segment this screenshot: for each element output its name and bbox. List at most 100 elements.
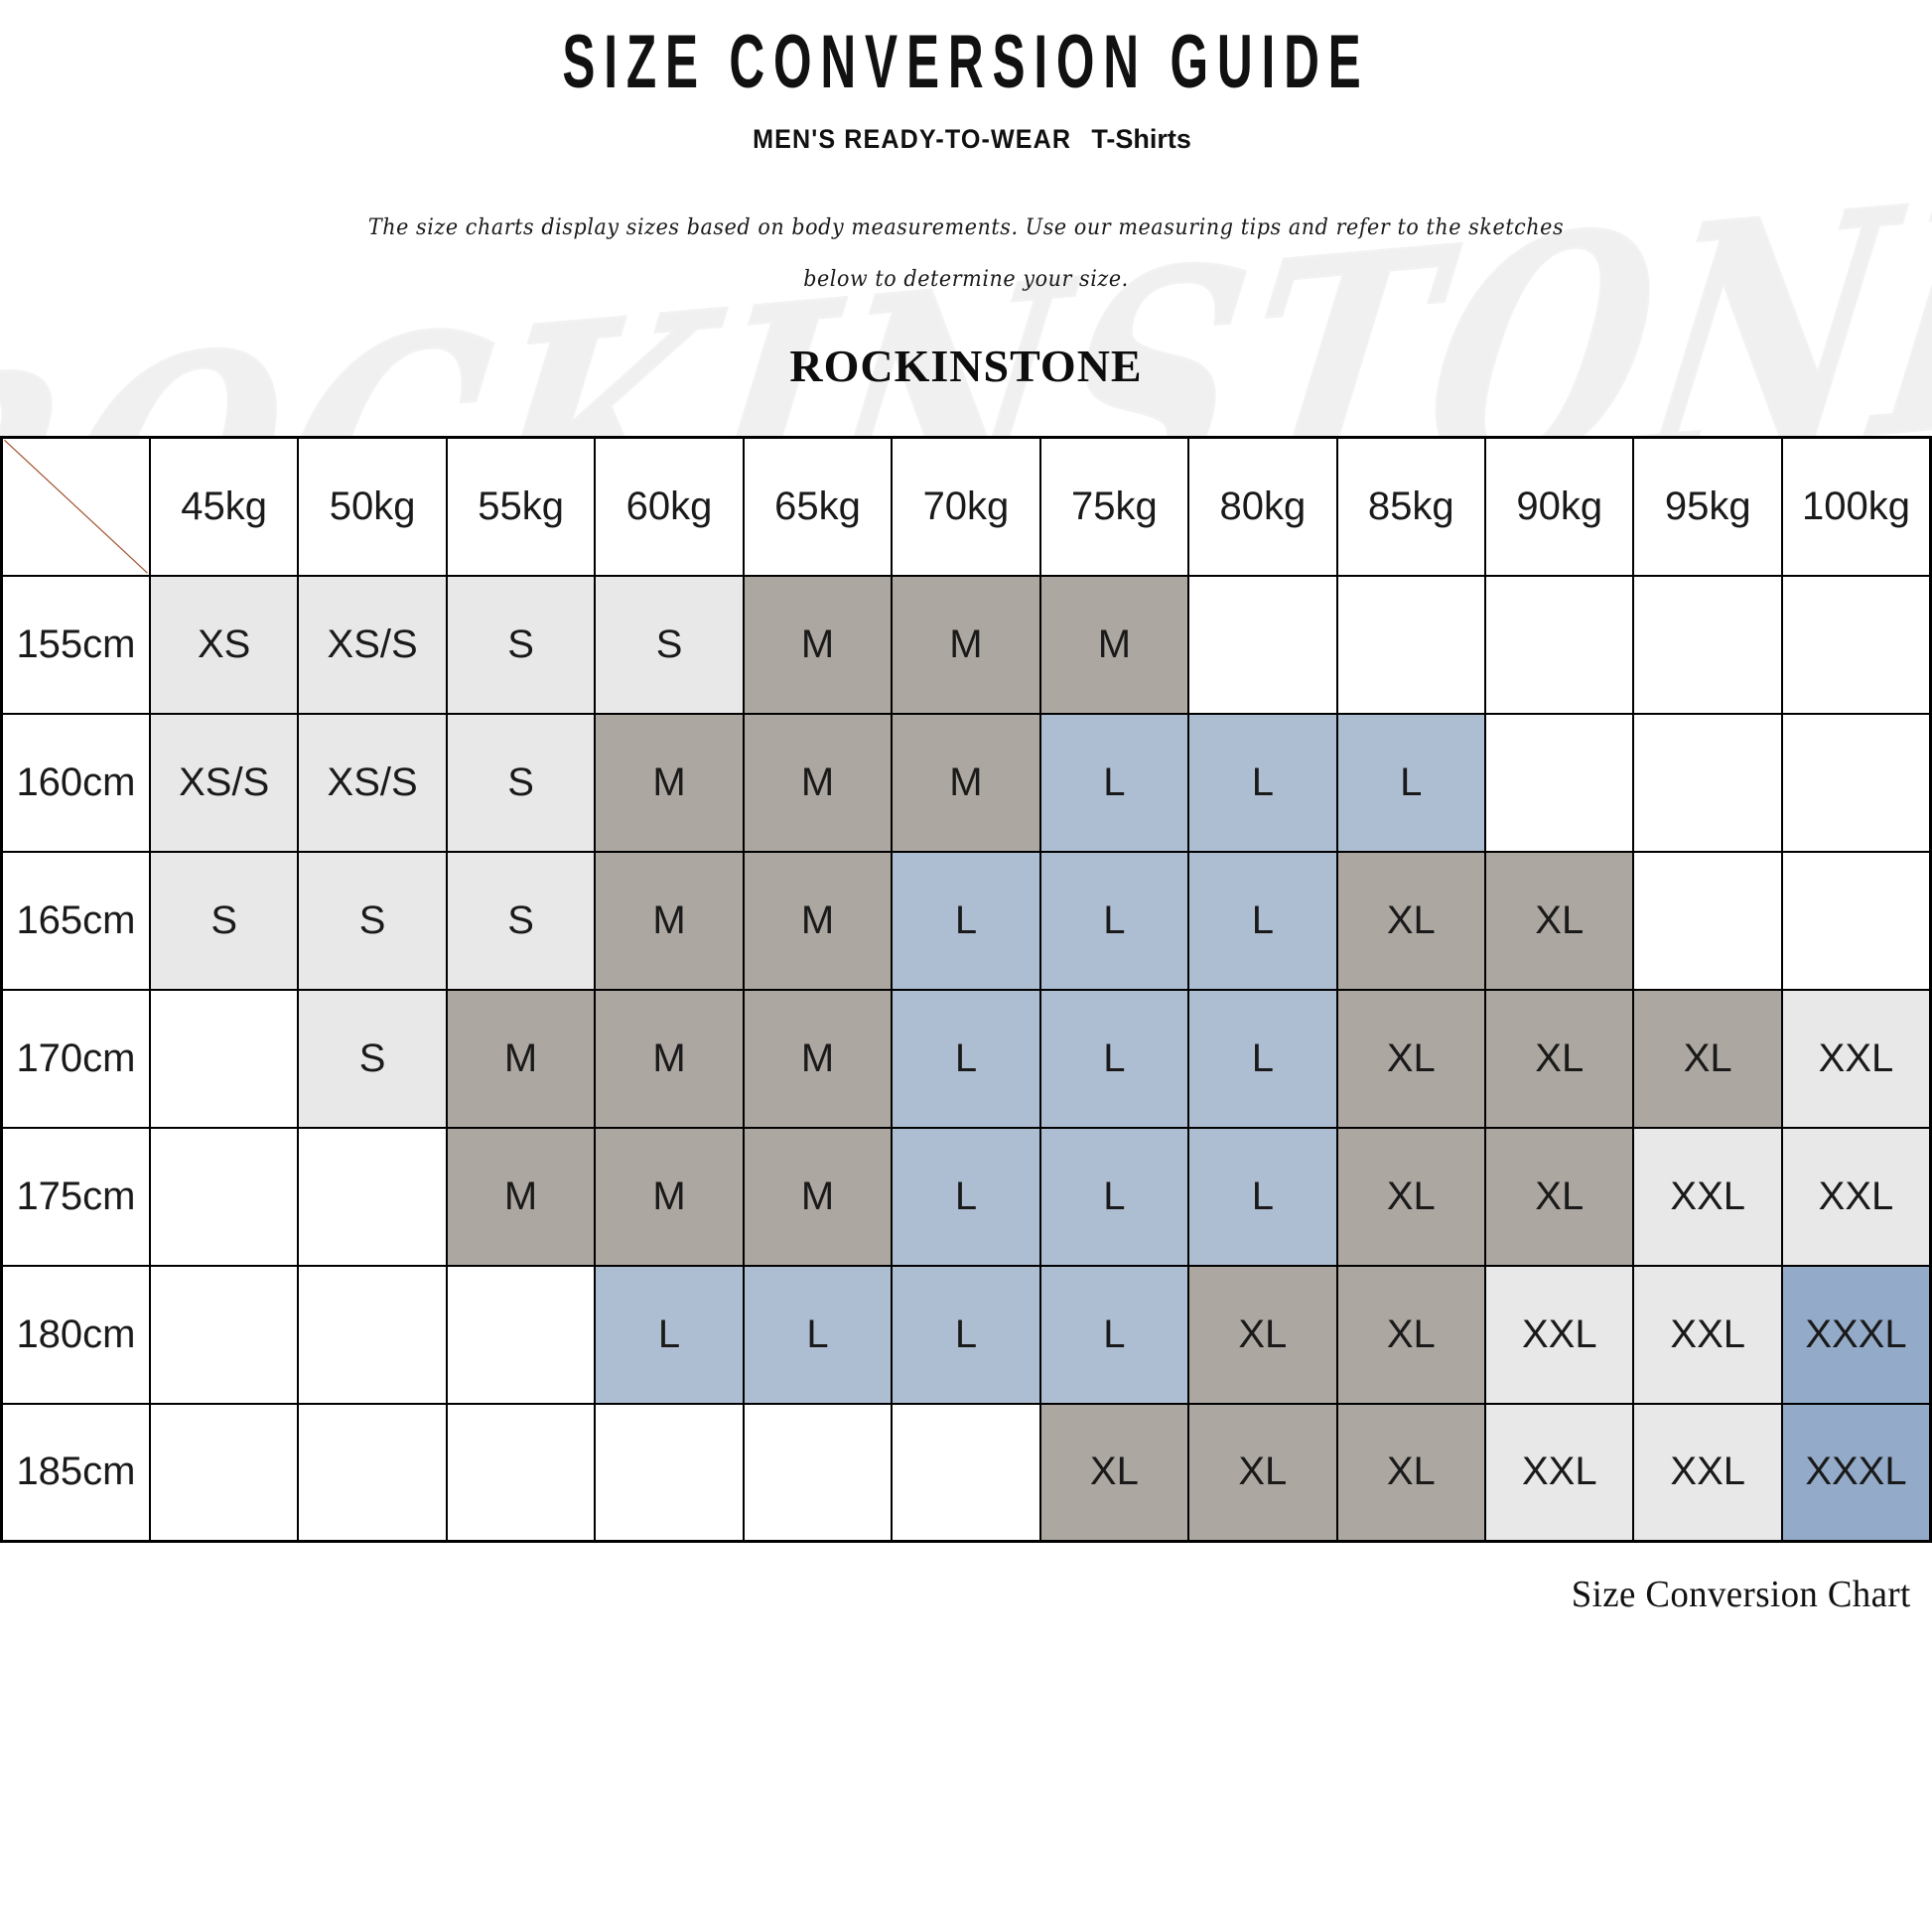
size-cell: M (742, 712, 894, 853)
size-cell: XL (1335, 850, 1487, 991)
size-cell: L (1187, 988, 1338, 1129)
size-cell-empty (1335, 574, 1487, 715)
size-cell-empty (1484, 574, 1635, 715)
size-cell: M (594, 1126, 745, 1267)
size-cell: XL (1484, 1126, 1635, 1267)
size-cell: L (891, 1264, 1041, 1405)
size-cell: L (594, 1264, 745, 1405)
table-body: 155cm XS XS/S S S M M M 160cm XS/S XS/S S M M M L L L 165c… (0, 574, 1932, 1543)
size-cell: XXL (1780, 988, 1932, 1129)
size-cell: S (445, 850, 597, 991)
size-cell-empty (297, 1126, 448, 1267)
size-cell: M (594, 712, 745, 853)
subtitle: MEN'S READY-TO-WEAR T-Shirts (0, 124, 1932, 155)
size-cell-empty (1632, 850, 1783, 991)
size-cell-empty (594, 1402, 745, 1543)
size-cell: XL (1484, 850, 1635, 991)
size-cell: M (891, 712, 1041, 853)
column-header-weight: 55kg (445, 436, 597, 577)
size-cell: L (1038, 988, 1190, 1129)
table-row: 185cm XL XL XL XXL XXL XXXL (0, 1402, 1932, 1543)
size-cell: M (742, 574, 894, 715)
table-row: 165cm S S S M M L L L XL XL (0, 850, 1932, 991)
column-header-weight: 45kg (148, 436, 300, 577)
size-cell: XXL (1780, 1126, 1932, 1267)
description-text: The size charts display sizes based on b… (367, 215, 1565, 292)
size-cell-empty (742, 1402, 894, 1543)
column-header-weight: 80kg (1187, 436, 1338, 577)
subtitle-product: T-Shirts (1091, 124, 1191, 154)
subtitle-category: MEN'S READY-TO-WEAR (753, 124, 1072, 154)
table-row: 175cm M M M L L L XL XL XXL XXL (0, 1126, 1932, 1267)
size-cell: S (594, 574, 745, 715)
size-cell: XL (1484, 988, 1635, 1129)
page-title: SIZE CONVERSION GUIDE (562, 20, 1370, 104)
size-cell: L (1187, 1126, 1338, 1267)
size-cell: XL (1187, 1264, 1338, 1405)
corner-cell-diagonal (0, 436, 151, 577)
size-cell: L (1187, 850, 1338, 991)
size-cell-empty (1632, 574, 1783, 715)
size-cell: XXL (1632, 1264, 1783, 1405)
column-header-weight: 95kg (1632, 436, 1783, 577)
size-cell-empty (148, 988, 300, 1129)
column-header-weight: 75kg (1038, 436, 1190, 577)
size-cell: L (1038, 712, 1190, 853)
size-cell: S (148, 850, 300, 991)
size-cell: XL (1335, 1264, 1487, 1405)
size-cell: L (1038, 1126, 1190, 1267)
size-cell: L (1335, 712, 1487, 853)
size-cell-empty (1632, 712, 1783, 853)
size-cell-empty (1484, 712, 1635, 853)
row-header-height: 185cm (0, 1402, 151, 1543)
column-header-weight: 85kg (1335, 436, 1487, 577)
size-cell-empty (891, 1402, 1041, 1543)
size-cell: XL (1335, 1402, 1487, 1543)
table-row: 160cm XS/S XS/S S M M M L L L (0, 712, 1932, 853)
size-cell: L (1038, 1264, 1190, 1405)
size-cell-empty (1187, 574, 1338, 715)
size-cell-empty (297, 1264, 448, 1405)
size-cell-empty (445, 1402, 597, 1543)
size-table-container: 45kg 50kg 55kg 60kg 65kg 70kg 75kg 80kg 85kg 90kg… (0, 436, 1932, 1543)
size-cell: M (445, 988, 597, 1129)
size-cell: M (742, 988, 894, 1129)
size-cell-empty (1780, 850, 1932, 991)
size-cell-empty (297, 1402, 448, 1543)
size-cell: L (891, 988, 1041, 1129)
size-cell: M (594, 988, 745, 1129)
column-header-weight: 50kg (297, 436, 448, 577)
row-header-height: 175cm (0, 1126, 151, 1267)
size-cell: XS/S (297, 712, 448, 853)
size-cell: S (445, 712, 597, 853)
size-cell: XL (1335, 988, 1487, 1129)
size-cell: L (742, 1264, 894, 1405)
size-cell-empty (148, 1264, 300, 1405)
size-cell: XS (148, 574, 300, 715)
size-guide-page: SIZE CONVERSION GUIDE MEN'S READY-TO-WEA… (0, 20, 1932, 1615)
size-cell: S (297, 850, 448, 991)
size-cell: XL (1038, 1402, 1190, 1543)
column-header-weight: 60kg (594, 436, 745, 577)
table-row: 170cm S M M M L L L XL XL XL XXL (0, 988, 1932, 1129)
size-cell: XL (1632, 988, 1783, 1129)
column-header-weight: 90kg (1484, 436, 1635, 577)
row-header-height: 170cm (0, 988, 151, 1129)
size-cell: M (1038, 574, 1190, 715)
footer-caption: Size Conversion Chart (1571, 1574, 1911, 1615)
size-cell: XXL (1484, 1264, 1635, 1405)
row-header-height: 155cm (0, 574, 151, 715)
size-cell-empty (1780, 712, 1932, 853)
size-cell: XS/S (148, 712, 300, 853)
size-cell-empty (148, 1126, 300, 1267)
size-cell: XXL (1632, 1126, 1783, 1267)
table-header: 45kg 50kg 55kg 60kg 65kg 70kg 75kg 80kg 85kg 90kg… (0, 436, 1932, 577)
size-cell: XL (1335, 1126, 1487, 1267)
table-row: 180cm L L L L XL XL XXL XXL XXXL (0, 1264, 1932, 1405)
size-cell: S (445, 574, 597, 715)
size-cell: S (297, 988, 448, 1129)
size-cell: M (742, 850, 894, 991)
column-header-weight: 70kg (891, 436, 1041, 577)
size-cell: XXXL (1780, 1402, 1932, 1543)
column-header-weight: 100kg (1780, 436, 1932, 577)
